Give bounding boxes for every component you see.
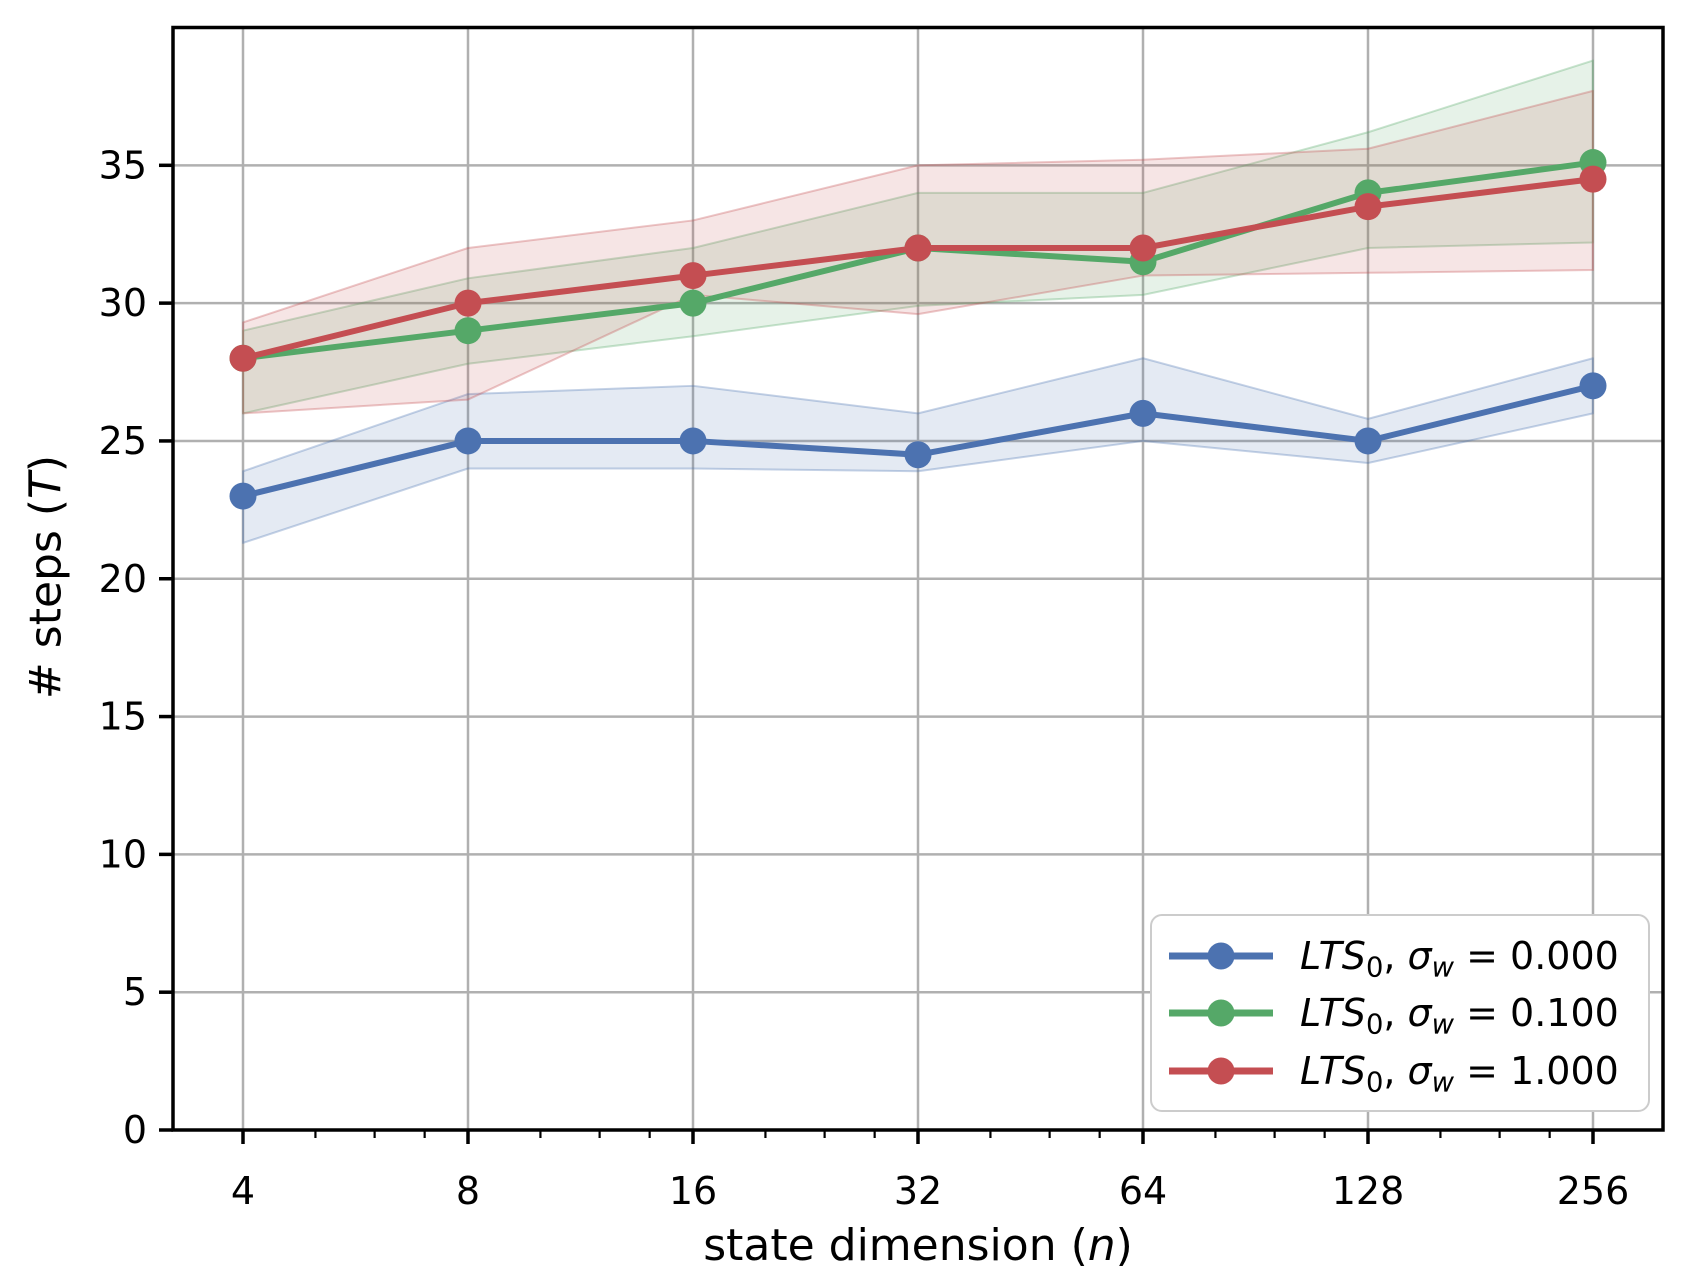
x-tick-label: 64 — [1119, 1169, 1167, 1213]
data-point — [454, 317, 482, 345]
legend: LTS0, σw = 0.000 LTS0, σw = 0.100 LTS0, … — [1150, 914, 1650, 1112]
legend-label-sigma-sub: w — [1431, 1067, 1455, 1099]
y-axis-label-var: T — [20, 472, 72, 499]
data-point — [679, 289, 707, 317]
y-tick-label: 5 — [123, 970, 147, 1014]
data-point — [229, 482, 257, 510]
legend-label-name-sub: 0 — [1365, 952, 1384, 984]
x-tick-label: 32 — [894, 1169, 942, 1213]
legend-label: LTS0, σw = 0.000 — [1300, 933, 1619, 982]
y-tick-label: 20 — [99, 557, 147, 601]
x-tick-label: 128 — [1332, 1169, 1405, 1213]
legend-label-sep: , — [1383, 1048, 1408, 1093]
data-point — [454, 289, 482, 317]
legend-label: LTS0, σw = 1.000 — [1300, 1048, 1619, 1097]
legend-item: LTS0, σw = 0.000 — [1166, 933, 1638, 982]
legend-label: LTS0, σw = 0.100 — [1300, 991, 1619, 1039]
legend-label-eq: = — [1454, 991, 1511, 1035]
legend-label-name-sub: 0 — [1365, 1067, 1384, 1099]
legend-sample — [1169, 942, 1273, 969]
data-point — [679, 427, 707, 455]
data-point — [1579, 372, 1607, 400]
legend-label-eq: = — [1454, 933, 1511, 978]
data-point — [904, 441, 932, 469]
x-axis-label-suffix: ) — [1115, 1220, 1133, 1271]
x-tick-label: 256 — [1557, 1169, 1630, 1213]
data-point — [229, 344, 257, 372]
data-point — [1354, 427, 1382, 455]
legend-label-sep: , — [1383, 933, 1408, 978]
legend-label-sigma: σ — [1407, 933, 1432, 978]
legend-item: LTS0, σw = 0.100 — [1166, 991, 1638, 1039]
legend-label-sep: , — [1383, 991, 1408, 1035]
legend-sample — [1169, 999, 1273, 1027]
y-tick-label: 15 — [99, 695, 147, 739]
legend-sample — [1169, 1057, 1273, 1084]
legend-label-value: 1.000 — [1510, 1048, 1619, 1093]
data-point — [679, 262, 707, 290]
legend-label-value: 0.100 — [1510, 991, 1619, 1035]
y-axis-label-suffix: ) — [20, 454, 72, 473]
x-axis-label-text: state dimension ( — [703, 1220, 1088, 1271]
legend-label-sigma-sub: w — [1431, 1009, 1455, 1041]
legend-label-eq: = — [1454, 1048, 1511, 1093]
data-point — [454, 427, 482, 455]
data-point — [904, 234, 932, 262]
legend-label-name: LTS — [1300, 933, 1366, 978]
data-point — [1579, 165, 1607, 193]
legend-sample-marker — [1207, 999, 1235, 1027]
data-point — [1354, 193, 1382, 221]
legend-label-name: LTS — [1300, 1048, 1366, 1093]
x-tick-label: 16 — [669, 1169, 717, 1213]
y-tick-label: 30 — [99, 281, 147, 325]
legend-label-value: 0.000 — [1510, 933, 1619, 978]
y-axis-label-text: # steps ( — [20, 498, 72, 700]
data-point — [1129, 399, 1157, 427]
legend-sample-marker — [1207, 1057, 1235, 1084]
legend-label-sigma: σ — [1407, 991, 1432, 1035]
y-tick-label: 35 — [99, 143, 147, 187]
legend-label-sigma-sub: w — [1431, 952, 1455, 984]
y-axis-label: # steps (T) — [21, 455, 72, 699]
legend-item: LTS0, σw = 1.000 — [1166, 1048, 1638, 1097]
y-tick-label: 10 — [99, 832, 147, 876]
y-tick-label: 0 — [123, 1108, 147, 1152]
x-tick-label: 8 — [456, 1169, 480, 1213]
data-point — [1129, 234, 1157, 262]
x-axis-label-var: n — [1087, 1220, 1116, 1271]
x-tick-label: 4 — [231, 1169, 255, 1213]
y-tick-label: 25 — [99, 419, 147, 463]
legend-label-name: LTS — [1300, 991, 1366, 1035]
legend-label-name-sub: 0 — [1365, 1009, 1384, 1041]
legend-label-sigma: σ — [1407, 1048, 1432, 1093]
legend-sample-marker — [1207, 942, 1235, 969]
x-axis-label: state dimension (n) — [173, 1220, 1663, 1273]
